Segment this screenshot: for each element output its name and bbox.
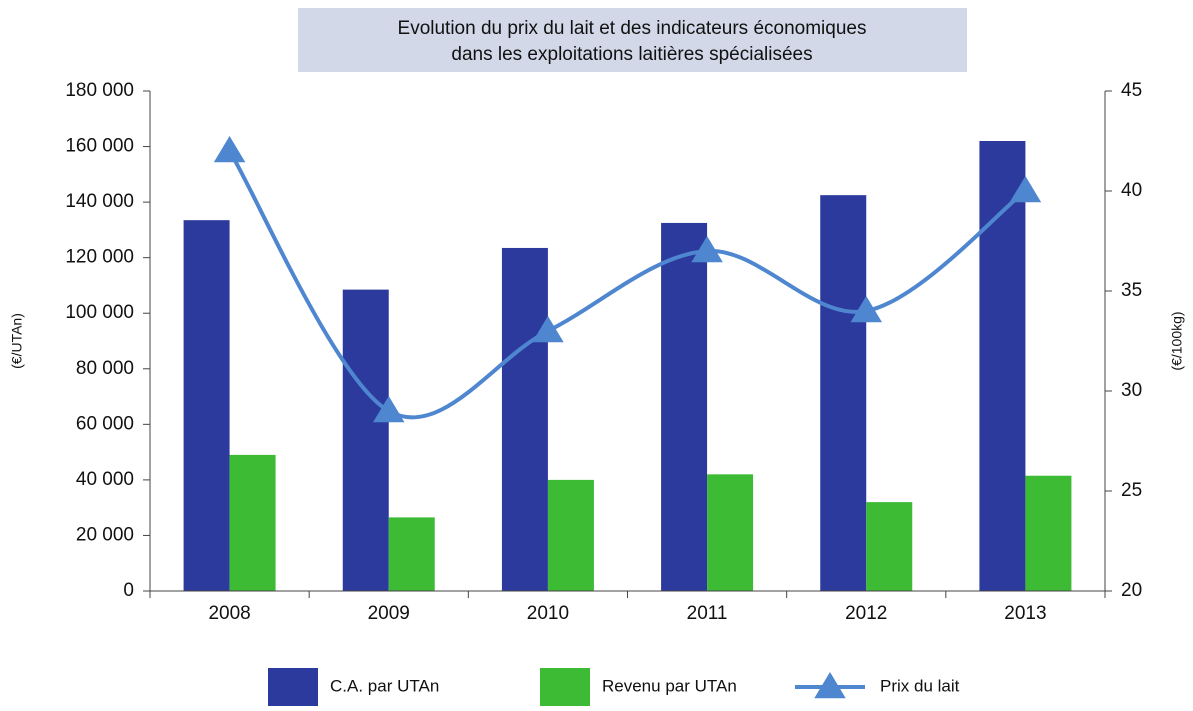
y-tick-label: 80 000 bbox=[76, 358, 134, 379]
marker bbox=[532, 316, 564, 343]
bar bbox=[388, 517, 435, 591]
x-tick-label: 2013 bbox=[1004, 603, 1046, 624]
y2-tick-label: 20 bbox=[1121, 580, 1142, 601]
bar bbox=[501, 247, 548, 591]
y-tick-label: 120 000 bbox=[65, 247, 134, 268]
marker bbox=[213, 136, 246, 163]
legend-label: Prix du lait bbox=[880, 676, 960, 695]
marker bbox=[691, 236, 723, 263]
marker bbox=[850, 296, 882, 323]
y-tick-label: 40 000 bbox=[76, 469, 134, 490]
y-tick-label: 0 bbox=[123, 580, 134, 601]
bar bbox=[979, 141, 1026, 591]
marker bbox=[1009, 176, 1042, 203]
bar bbox=[707, 474, 754, 591]
legend-swatch bbox=[268, 668, 318, 706]
legend-label: C.A. par UTAn bbox=[330, 676, 439, 695]
y-tick-label: 180 000 bbox=[65, 80, 134, 101]
bar bbox=[820, 195, 867, 591]
y-tick-label: 160 000 bbox=[65, 136, 134, 157]
bar bbox=[183, 220, 230, 591]
chart-title: dans les exploitations laitières spécial… bbox=[451, 44, 812, 65]
line bbox=[227, 149, 1027, 420]
chart-title: Evolution du prix du lait et des indicat… bbox=[398, 18, 867, 39]
bar bbox=[661, 222, 708, 591]
bar bbox=[229, 454, 276, 591]
bar bbox=[1025, 475, 1072, 591]
y2-tick-label: 25 bbox=[1121, 480, 1142, 501]
legend-label: Revenu par UTAn bbox=[602, 676, 737, 695]
bar bbox=[547, 479, 594, 591]
y2-tick-label: 40 bbox=[1121, 180, 1142, 201]
title-box bbox=[298, 8, 967, 72]
y2-tick-label: 30 bbox=[1121, 380, 1142, 401]
bar bbox=[866, 502, 913, 591]
legend-marker bbox=[814, 672, 846, 699]
y-tick-label: 60 000 bbox=[76, 413, 134, 434]
y-tick-label: 20 000 bbox=[76, 524, 134, 545]
x-tick-label: 2012 bbox=[845, 603, 887, 624]
x-tick-label: 2011 bbox=[687, 603, 728, 624]
y-tick-label: 140 000 bbox=[65, 191, 134, 212]
y2-tick-label: 45 bbox=[1121, 80, 1142, 101]
y-axis-title: (€/UTAn) bbox=[9, 313, 25, 369]
y2-tick-label: 35 bbox=[1121, 280, 1142, 301]
bar bbox=[342, 289, 389, 591]
y-tick-label: 100 000 bbox=[65, 302, 134, 323]
y2-axis-title: (€/100kg) bbox=[1169, 311, 1185, 370]
x-tick-label: 2009 bbox=[368, 603, 410, 624]
marker bbox=[373, 396, 405, 423]
legend-swatch bbox=[540, 668, 590, 706]
x-tick-label: 2010 bbox=[527, 603, 569, 624]
x-tick-label: 2008 bbox=[208, 603, 250, 624]
